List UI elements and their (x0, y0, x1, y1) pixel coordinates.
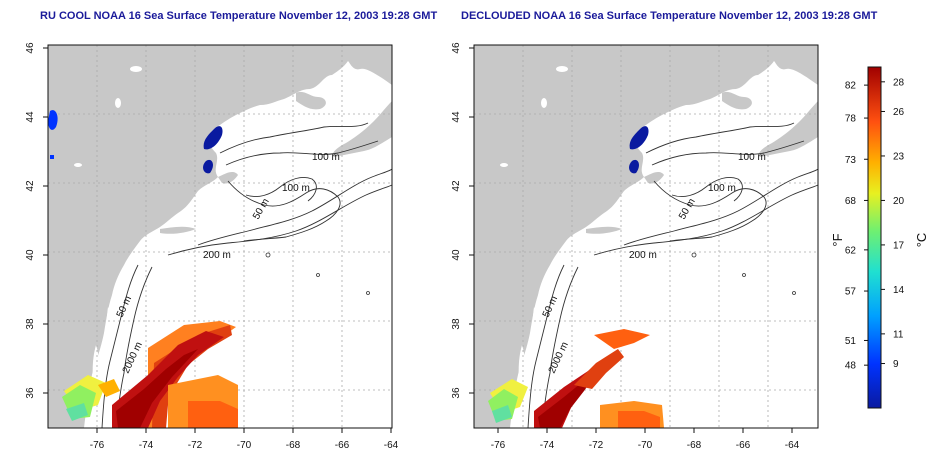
left-map-sst-field (62, 321, 238, 428)
right-lon-tick: -66 (736, 440, 751, 451)
fahrenheit-tick: 57 (845, 287, 857, 298)
right-lat-tick: 44 (451, 111, 462, 123)
right-map: -76 -74 -72 -70 -68 -66 -64 46 44 42 40 … (451, 42, 819, 451)
left-map-cold-patches (48, 110, 223, 174)
left-lon-tick: -74 (139, 440, 154, 451)
right-map-sst-field (488, 329, 664, 428)
right-lat-tick: 40 (451, 249, 462, 261)
left-lon-tick: -70 (237, 440, 252, 451)
right-contour-label: 100 m (738, 152, 766, 163)
right-lon-tick: -72 (589, 440, 604, 451)
colorbar: 82 78 73 68 62 57 51 48 28 26 23 20 17 14 11 9 °F °C (830, 66, 929, 409)
left-lat-tick: 46 (25, 42, 36, 54)
right-lat-tick: 42 (451, 180, 462, 192)
fahrenheit-tick: 62 (845, 245, 857, 256)
celsius-tick: 9 (893, 359, 899, 370)
fahrenheit-tick: 73 (845, 155, 857, 166)
right-contour-label: 200 m (629, 250, 657, 261)
right-map-frame (473, 44, 819, 429)
celsius-tick: 14 (893, 285, 905, 296)
left-map: -76 -74 -72 -70 -68 -66 -64 46 44 42 40 … (25, 42, 399, 451)
celsius-tick: 26 (893, 107, 905, 118)
right-lon-tick: -68 (687, 440, 702, 451)
celsius-tick: 17 (893, 240, 905, 251)
right-lon-tick: -76 (491, 440, 506, 451)
left-lon-tick: -68 (286, 440, 301, 451)
left-contour-label: 200 m (203, 250, 231, 261)
celsius-unit-label: °C (914, 233, 929, 248)
celsius-tick: 23 (893, 151, 905, 162)
left-lon-tick: -76 (90, 440, 105, 451)
left-lat-tick: 44 (25, 111, 36, 123)
celsius-tick: 28 (893, 77, 905, 88)
left-map-frame (47, 44, 393, 429)
right-lat-tick: 46 (451, 42, 462, 54)
left-contour-label: 100 m (282, 183, 310, 194)
right-lat-tick: 36 (451, 387, 462, 399)
left-lon-tick: -66 (335, 440, 350, 451)
fahrenheit-tick: 68 (845, 196, 857, 207)
celsius-tick: 11 (893, 329, 904, 340)
right-lon-tick: -74 (540, 440, 555, 451)
left-lat-tick: 36 (25, 387, 36, 399)
fahrenheit-tick: 51 (845, 336, 857, 347)
left-lat-tick: 40 (25, 249, 36, 261)
left-lat-tick: 42 (25, 180, 36, 192)
left-map-basemap (47, 44, 393, 429)
right-map-cold-patches (629, 126, 649, 174)
colorbar-ticks: 82 78 73 68 62 57 51 48 28 26 23 20 17 14 11 9 (845, 77, 905, 371)
left-lon-tick: -72 (188, 440, 203, 451)
left-map-title: RU COOL NOAA 16 Sea Surface Temperature … (40, 10, 438, 22)
celsius-tick: 20 (893, 196, 905, 207)
right-map-title: DECLOUDED NOAA 16 Sea Surface Temperatur… (461, 10, 878, 22)
fahrenheit-tick: 82 (845, 81, 857, 92)
right-lon-tick: -70 (638, 440, 653, 451)
right-contour-label: 100 m (708, 183, 736, 194)
fahrenheit-tick: 48 (845, 361, 857, 372)
right-lon-tick: -64 (785, 440, 800, 451)
left-lon-tick: -64 (384, 440, 399, 451)
fahrenheit-tick: 78 (845, 114, 857, 125)
left-contour-label: 100 m (312, 152, 340, 163)
colorbar-gradient (867, 66, 882, 409)
fahrenheit-unit-label: °F (830, 233, 845, 246)
right-map-basemap (473, 44, 819, 429)
right-lat-tick: 38 (451, 318, 462, 330)
left-lat-tick: 38 (25, 318, 36, 330)
